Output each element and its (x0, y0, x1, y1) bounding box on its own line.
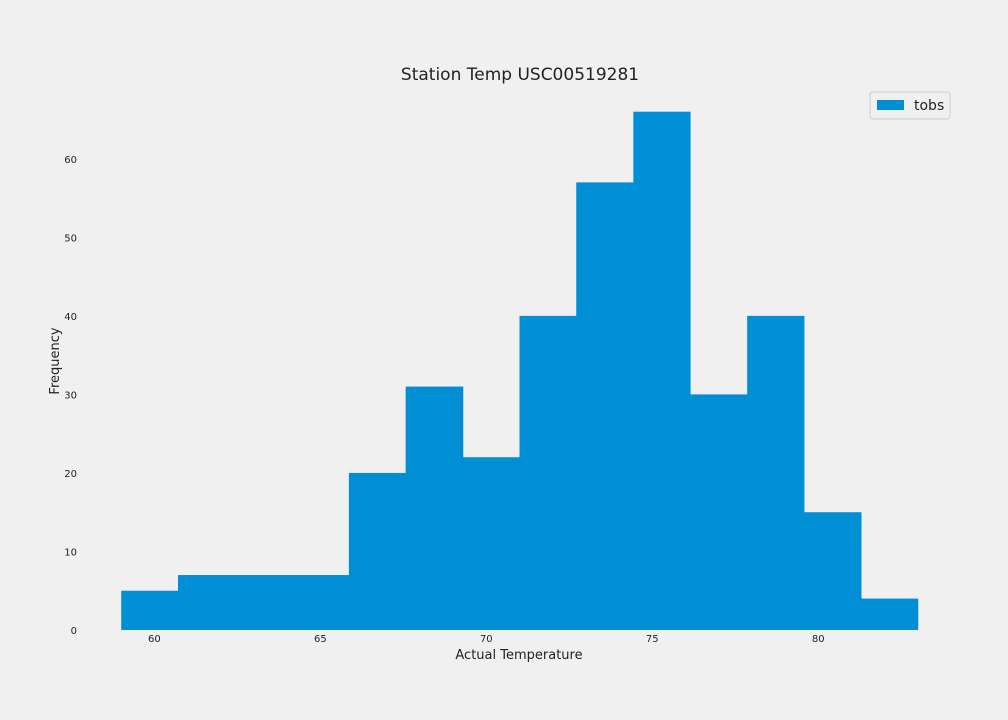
x-tick-label: 60 (148, 634, 161, 645)
y-axis-ticks: 0 10 20 30 40 50 60 (64, 155, 77, 637)
histogram-bar (519, 315, 577, 630)
histogram-bar (121, 590, 179, 630)
y-tick-label: 10 (64, 547, 77, 558)
legend-frame (869, 91, 951, 120)
histogram-bar (462, 457, 520, 630)
histogram-bar (405, 386, 464, 630)
histogram-bar (576, 182, 634, 630)
legend-label: tobs (914, 98, 944, 114)
x-tick-label: 65 (314, 634, 327, 645)
histogram-bar (291, 575, 350, 630)
histogram-bar (177, 575, 236, 630)
x-axis-label: Actual Temperature (455, 648, 582, 663)
histogram-bar (861, 598, 919, 630)
y-axis-label: Frequency (48, 327, 63, 394)
x-axis-ticks: 60 65 70 75 80 (148, 634, 825, 645)
x-tick-label: 70 (480, 634, 493, 645)
histogram-bars (121, 111, 919, 631)
histogram-bar (747, 315, 805, 630)
y-tick-label: 60 (64, 155, 77, 166)
x-tick-label: 75 (646, 634, 659, 645)
histogram-bar (348, 472, 407, 630)
y-tick-label: 30 (64, 390, 77, 401)
histogram-bar (633, 111, 691, 631)
x-tick-label: 80 (812, 634, 825, 645)
y-tick-label: 0 (71, 626, 77, 637)
y-tick-label: 40 (64, 312, 77, 323)
chart-title: Station Temp USC00519281 (401, 65, 639, 85)
legend-swatch (877, 100, 904, 110)
y-tick-label: 50 (64, 233, 77, 244)
histogram-bar (690, 394, 748, 630)
histogram-bar (803, 512, 862, 630)
histogram-bar (235, 575, 293, 630)
legend: tobs (869, 91, 951, 120)
y-tick-label: 20 (64, 469, 77, 480)
